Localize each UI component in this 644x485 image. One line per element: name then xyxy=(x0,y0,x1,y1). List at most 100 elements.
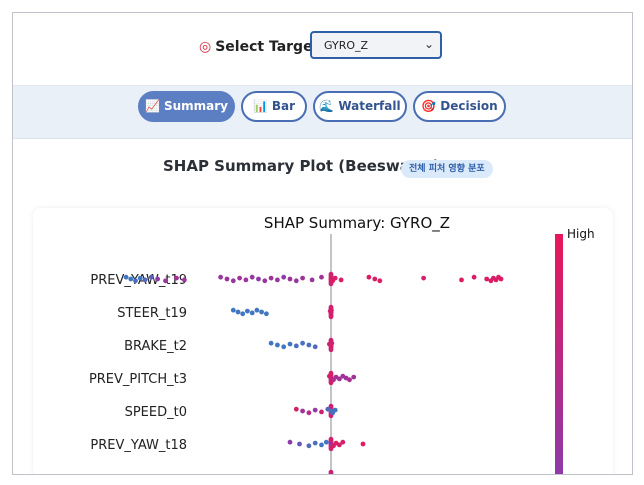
shap-point xyxy=(235,309,241,315)
tab-decision-label: Decision xyxy=(440,99,498,113)
shap-point xyxy=(287,276,293,282)
shap-point xyxy=(323,439,329,445)
tab-waterfall[interactable]: 🌊 Waterfall xyxy=(313,91,407,122)
shap-point xyxy=(312,440,318,446)
shap-point xyxy=(319,442,324,448)
shap-point xyxy=(312,407,318,413)
section-badge: 전체 피처 영향 분포 xyxy=(401,160,493,178)
shap-point xyxy=(421,275,426,281)
shap-point xyxy=(293,406,299,412)
shap-point xyxy=(306,410,312,416)
shap-point xyxy=(300,340,305,346)
shap-point xyxy=(218,274,224,280)
target-icon: ◎ xyxy=(199,39,212,55)
shap-point xyxy=(230,278,236,284)
wave-icon: 🌊 xyxy=(319,99,335,113)
shap-point xyxy=(142,277,148,283)
shap-point xyxy=(287,439,293,445)
shap-point xyxy=(312,344,318,350)
shap-point xyxy=(249,274,255,280)
shap-point xyxy=(459,277,464,283)
shap-point xyxy=(245,308,250,314)
shap-point xyxy=(332,407,338,413)
shap-point xyxy=(351,374,357,380)
target-select-value: GYRO_Z xyxy=(324,39,369,52)
shap-point xyxy=(128,276,134,282)
shap-point xyxy=(300,275,305,281)
shap-point xyxy=(338,277,344,283)
shap-point xyxy=(264,311,269,317)
shap-point xyxy=(293,278,299,284)
feature-label: STEER_t19 xyxy=(117,306,187,321)
tab-bar-chart[interactable]: 📊 Bar xyxy=(241,91,307,122)
shap-point xyxy=(309,277,315,283)
shap-point xyxy=(328,472,334,474)
chart-up-icon: 📈 xyxy=(145,99,160,113)
shap-point xyxy=(249,310,255,316)
shap-point xyxy=(340,439,346,445)
shap-point xyxy=(360,441,366,447)
shap-point-center xyxy=(328,347,334,353)
shap-point xyxy=(471,274,477,280)
shap-point xyxy=(484,276,490,282)
shap-point xyxy=(275,277,280,283)
shap-point xyxy=(275,342,280,348)
shap-point xyxy=(268,275,274,281)
shap-point xyxy=(133,278,138,284)
shap-point xyxy=(319,274,324,280)
shap-point xyxy=(498,276,504,282)
section-title: SHAP Summary Plot (Beeswarm) xyxy=(163,157,440,175)
tab-decision[interactable]: 🎯 Decision xyxy=(413,91,506,122)
plot-card: SHAP Summary: GYRO_Z High PREV_YAW_t19 ST… xyxy=(33,208,613,474)
feature-label: BRAKE_t2 xyxy=(124,339,187,354)
shap-point xyxy=(297,441,302,447)
shap-point xyxy=(243,277,249,283)
shap-point xyxy=(268,340,274,346)
chevron-down-icon: ⌄ xyxy=(423,37,434,51)
shap-point xyxy=(182,277,187,283)
chart-title: SHAP Summary: GYRO_Z xyxy=(264,214,450,233)
feature-label: SPEED_t0 xyxy=(125,405,187,420)
shap-point xyxy=(366,274,372,280)
shap-point xyxy=(237,275,243,281)
shap-point xyxy=(347,377,352,383)
tab-summary[interactable]: 📈 Summary xyxy=(138,91,235,122)
shap-point xyxy=(329,340,335,346)
shap-point xyxy=(240,311,246,317)
target-label-text: Select Target: xyxy=(215,39,325,55)
tab-bar: 📈 Summary 📊 Bar 🌊 Waterfall 🎯 Decision xyxy=(13,86,632,139)
tab-summary-label: Summary xyxy=(163,99,228,113)
shap-point xyxy=(287,341,293,347)
shap-point xyxy=(332,275,338,281)
shap-point xyxy=(259,309,264,315)
shap-point xyxy=(137,275,143,281)
colorbar xyxy=(555,234,563,474)
target-selector-row: ◎ Select Target: GYRO_Z ⌄ xyxy=(13,13,632,86)
shap-point-center xyxy=(328,314,334,320)
feature-label: PREV_YAW_t19 xyxy=(90,273,187,288)
app-frame: ◎ Select Target: GYRO_Z ⌄ 📈 Summary 📊 Bar 🌊… xyxy=(12,12,633,475)
shap-point xyxy=(256,276,261,282)
shap-point xyxy=(306,342,312,348)
shap-point xyxy=(155,276,160,282)
shap-beeswarm-chart: SHAP Summary: GYRO_Z High PREV_YAW_t19 ST… xyxy=(89,214,595,474)
feature-label: PREV_PITCH_t3 xyxy=(89,372,187,387)
target-icon: 🎯 xyxy=(421,99,437,113)
feature-label: PREV_YAW_t18 xyxy=(90,438,187,453)
shap-point xyxy=(337,442,342,448)
shap-point xyxy=(262,278,268,284)
bar-chart-icon: 📊 xyxy=(252,99,268,113)
tab-bar-label: Bar xyxy=(271,99,296,113)
shap-point xyxy=(337,376,342,382)
target-label: ◎ Select Target: xyxy=(199,39,325,55)
shap-point xyxy=(329,307,334,313)
shap-point xyxy=(372,276,378,282)
target-select[interactable]: GYRO_Z ⌄ xyxy=(310,31,442,59)
shap-point xyxy=(123,274,129,280)
shap-point xyxy=(306,443,312,449)
shap-point xyxy=(293,343,299,349)
shap-point xyxy=(281,344,287,350)
shap-point xyxy=(377,278,383,284)
shap-point xyxy=(230,307,236,313)
shap-point xyxy=(319,409,324,415)
